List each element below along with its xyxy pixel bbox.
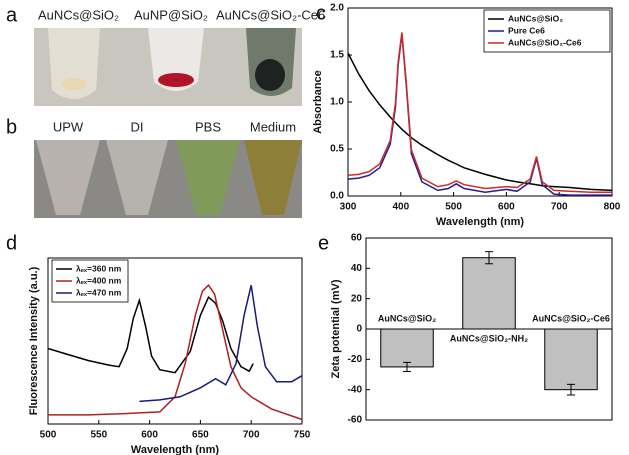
panel-letter: b	[6, 116, 17, 138]
panel-letter: d	[6, 232, 17, 254]
y-tick-label: -60	[348, 415, 363, 426]
y-tick-label: 0.0	[330, 191, 344, 202]
y-axis-title: Zeta potential (mV)	[330, 279, 342, 378]
x-tick-label: 700	[243, 430, 260, 441]
tube	[36, 140, 100, 215]
photo-label: Medium	[250, 119, 296, 134]
sediment	[158, 73, 194, 87]
plot-frame	[47, 257, 303, 425]
y-tick-label: 2.0	[330, 3, 344, 14]
series-line	[347, 52, 613, 192]
y-tick-label: -40	[348, 384, 363, 395]
x-axis-title: Wavelength (nm)	[131, 444, 220, 455]
photo-label: AuNCs@SiO₂	[38, 7, 119, 22]
series-line	[139, 285, 303, 403]
bar	[462, 257, 516, 330]
category-label: AuNCs@SiO₂-NH₂	[450, 333, 528, 343]
x-tick-label: 500	[40, 430, 57, 441]
x-axis-title: Wavelength (nm)	[436, 216, 525, 228]
x-tick-label: 600	[498, 202, 515, 213]
tube	[48, 28, 100, 99]
category-label: AuNCs@SiO₂	[378, 313, 436, 323]
y-tick-label: 0.5	[330, 144, 344, 155]
tube	[148, 28, 204, 91]
legend-label: λₑₓ=400 nm	[76, 275, 122, 285]
sediment	[62, 78, 86, 90]
y-axis-title: Fluorescence Intensity (a.u.)	[28, 266, 40, 415]
tube	[176, 140, 240, 215]
panel-letter: c	[316, 2, 326, 24]
photo-label: PBS	[195, 119, 221, 134]
photo-label: AuNP@SiO₂	[134, 7, 208, 22]
y-tick-label: -20	[348, 354, 363, 365]
sediment	[255, 59, 285, 91]
x-tick-label: 300	[340, 202, 357, 213]
y-tick-label: 40	[351, 263, 363, 274]
x-tick-label: 500	[445, 202, 462, 213]
y-axis-title: Absorbance	[312, 70, 324, 134]
y-tick-label: 20	[351, 293, 363, 304]
bar	[380, 328, 434, 368]
x-tick-label: 750	[294, 430, 311, 441]
series-line	[347, 34, 612, 196]
x-tick-label: 400	[392, 202, 409, 213]
x-tick-label: 800	[604, 202, 621, 213]
x-tick-label: 700	[551, 202, 568, 213]
legend-box	[483, 9, 611, 53]
legend-label: λₑₓ=470 nm	[76, 287, 122, 297]
photo-label: DI	[131, 119, 144, 134]
tube	[244, 140, 302, 215]
y-tick-label: 1.5	[330, 50, 344, 61]
category-label: AuNCs@SiO₂-Ce6	[532, 313, 610, 323]
y-tick-label: 60	[351, 233, 363, 244]
x-tick-label: 550	[90, 430, 107, 441]
series-line	[347, 32, 612, 193]
x-tick-label: 600	[141, 430, 158, 441]
tube	[106, 140, 168, 215]
panel-letter: e	[318, 232, 329, 254]
bar	[544, 328, 598, 391]
series-line	[47, 295, 254, 374]
legend-label: AuNCs@SiO₂	[508, 13, 563, 23]
series-line	[48, 284, 303, 421]
legend-label: λₑₓ=360 nm	[76, 263, 122, 273]
panel-letter: a	[6, 4, 18, 26]
legend-label: Pure Ce6	[508, 25, 545, 35]
y-tick-label: 0	[356, 324, 362, 335]
legend-label: AuNCs@SiO₂-Ce6	[508, 37, 582, 47]
x-tick-label: 650	[192, 430, 209, 441]
y-tick-label: 1.0	[330, 97, 344, 108]
photo-label: AuNCs@SiO₂-Ce6	[216, 7, 325, 22]
photo-label: UPW	[53, 119, 84, 134]
